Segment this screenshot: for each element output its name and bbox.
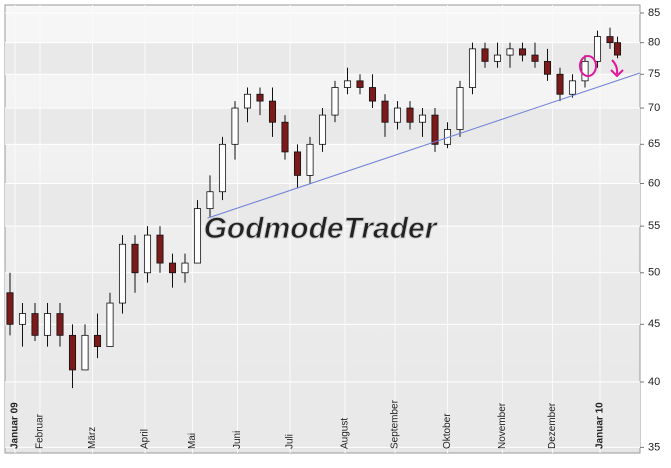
grid-band (5, 382, 640, 448)
candle-body (506, 48, 514, 56)
y-tick-label: 75 (648, 68, 660, 80)
x-tick-label: September (390, 399, 401, 449)
candle-body (356, 80, 364, 88)
x-tick-label: Januar 09 (10, 402, 21, 449)
candle-body (56, 313, 64, 336)
x-tick-label: Mai (187, 433, 198, 449)
x-tick-label: Dezember (547, 402, 558, 449)
candle-body (593, 36, 602, 62)
x-tick-label: Februar (35, 413, 46, 449)
trend-line (207, 72, 641, 219)
candle-body (143, 234, 152, 274)
down-arrow (610, 59, 624, 78)
candle-body (81, 334, 89, 371)
candle-body (268, 100, 277, 123)
x-tick-label: Juni (232, 431, 243, 449)
y-tick-label: 65 (648, 138, 660, 150)
candle-body (318, 114, 327, 145)
x-tick-label: August (340, 418, 351, 449)
y-tick-label: 85 (648, 7, 660, 19)
candle-body (518, 48, 527, 56)
candle-body (381, 100, 389, 123)
candle-body (406, 107, 414, 123)
highlight-circle (579, 55, 597, 77)
candle-body (243, 93, 252, 109)
candle-body (606, 36, 614, 44)
y-tick-label: 70 (648, 102, 660, 114)
x-tick-label: Januar 10 (595, 402, 606, 449)
candle-body (118, 243, 127, 304)
candle-body (468, 48, 477, 88)
candle-body (431, 114, 439, 145)
candle-body (31, 313, 39, 336)
candle-body (343, 80, 352, 88)
candle-body (456, 87, 464, 130)
candle-body (331, 87, 339, 116)
candle-body (493, 54, 502, 62)
y-tick-label: 55 (648, 220, 660, 232)
grid-band (5, 272, 640, 325)
candle-body (306, 143, 314, 176)
candle-body (193, 208, 202, 264)
y-tick-label: 50 (648, 267, 660, 279)
candle-body (393, 107, 402, 123)
candle-body (531, 54, 539, 62)
candle-body (543, 60, 552, 75)
candle-body (368, 87, 377, 102)
candle-body (106, 302, 114, 347)
y-tick-label: 35 (648, 441, 660, 453)
candle-body (256, 93, 264, 102)
candle-body (418, 114, 427, 123)
candle-body (43, 313, 52, 336)
candle-body (131, 243, 139, 274)
candle-body (293, 151, 302, 176)
y-tick-label: 40 (648, 376, 660, 388)
candle-body (581, 60, 589, 82)
grid-band (5, 183, 640, 227)
y-tick-label: 60 (648, 177, 660, 189)
candle-body (231, 107, 239, 145)
candle-body (93, 334, 102, 347)
candle-body (181, 262, 189, 274)
candle-body (568, 80, 577, 95)
candle-body (281, 121, 289, 153)
watermark: GodmodeTrader (204, 212, 439, 245)
candle-body (6, 292, 14, 325)
candle-body (18, 313, 27, 325)
candle-body (156, 234, 164, 264)
y-tick-label: 80 (648, 37, 660, 49)
candle-body (613, 42, 622, 56)
y-tick-label: 45 (648, 318, 660, 330)
x-tick-label: Juli (285, 434, 296, 449)
candle-body (481, 48, 489, 62)
candle-body (218, 143, 227, 193)
x-tick-label: Oktober (442, 413, 453, 449)
x-tick-label: November (497, 402, 508, 449)
candle-body (556, 73, 564, 95)
x-tick-label: März (87, 427, 98, 449)
candle-body (206, 191, 214, 210)
plot-area (4, 4, 641, 454)
candle-body (168, 262, 177, 274)
x-tick-label: April (140, 429, 151, 449)
candle-body (68, 334, 77, 371)
